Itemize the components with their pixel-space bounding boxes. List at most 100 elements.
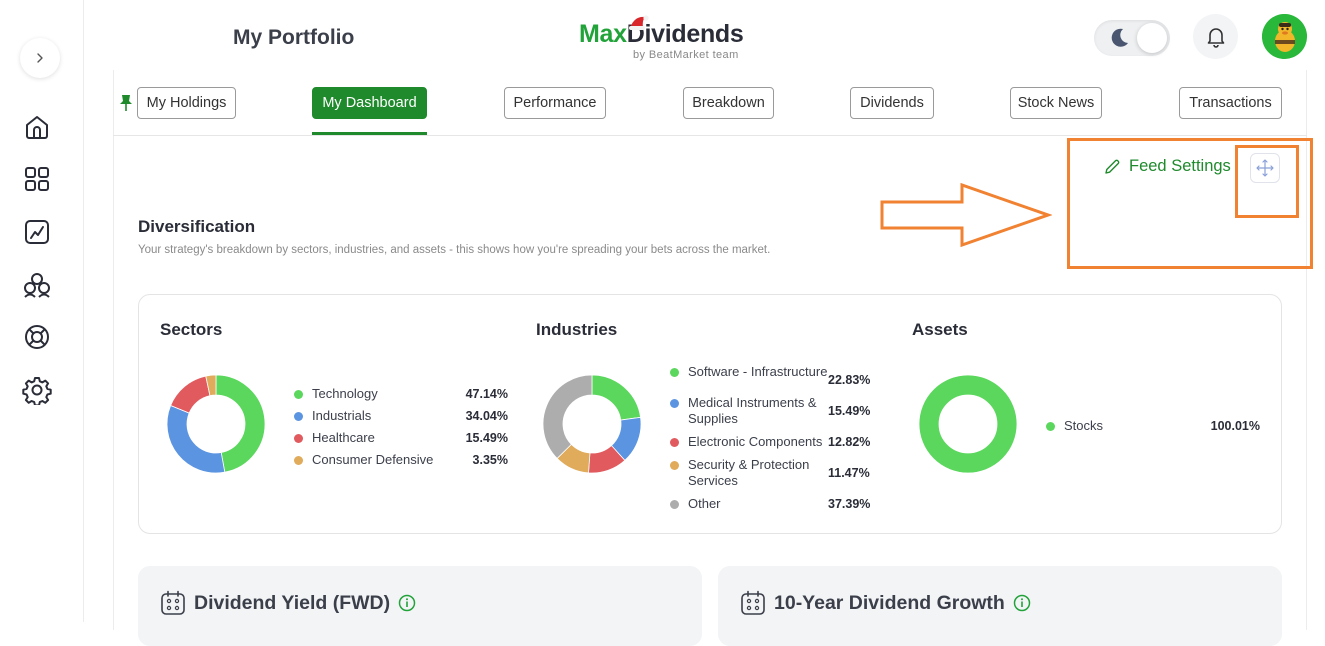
donut-slice-other[interactable] xyxy=(542,374,593,459)
sectors-legend: Technology 47.14% Industrials 34.04% Healthc… xyxy=(294,386,508,474)
donut-slice-industrials[interactable] xyxy=(166,404,226,474)
legend-percent: 47.14% xyxy=(465,387,508,401)
diversification-title: Diversification xyxy=(138,217,256,236)
legend-item: Industrials 34.04% xyxy=(294,408,508,424)
calendar-icon xyxy=(161,590,185,615)
sectors-title: Sectors xyxy=(160,320,223,339)
legend-percent: 15.49% xyxy=(828,404,871,418)
legend-swatch xyxy=(1046,422,1055,431)
legend-label: Technology xyxy=(312,386,378,401)
legend-item: Medical Instruments & Supplies 15.49% xyxy=(670,395,884,427)
legend-swatch xyxy=(670,368,679,377)
legend-label: Medical Instruments & Supplies xyxy=(688,395,817,426)
assets-legend: Stocks 100.01% xyxy=(1046,418,1260,440)
notifications-button[interactable] xyxy=(1193,14,1238,59)
legend-percent: 37.39% xyxy=(828,497,871,511)
pin-icon[interactable] xyxy=(119,94,133,112)
legend-item: Electronic Components 12.82% xyxy=(670,434,884,450)
maxdividends-logo[interactable]: MaxDividends by BeatMarket team xyxy=(579,15,759,64)
apps-grid-icon xyxy=(25,167,49,191)
legend-swatch xyxy=(294,434,303,443)
legend-label: Healthcare xyxy=(312,430,375,445)
tab-my-dashboard[interactable]: My Dashboard xyxy=(312,87,427,119)
bell-icon xyxy=(1207,27,1224,48)
sectors-donut-chart[interactable] xyxy=(161,369,271,479)
nav-settings[interactable] xyxy=(22,375,52,405)
tab-performance[interactable]: Performance xyxy=(504,87,606,119)
nav-community[interactable] xyxy=(22,270,52,300)
drag-move-button[interactable] xyxy=(1250,153,1280,183)
legend-percent: 15.49% xyxy=(465,431,508,445)
assets-title: Assets xyxy=(912,320,968,339)
active-tab-indicator xyxy=(312,132,427,135)
legend-percent: 3.35% xyxy=(472,453,508,467)
diversification-subtitle: Your strategy's breakdown by sectors, in… xyxy=(138,244,771,256)
legend-percent: 100.01% xyxy=(1210,419,1260,433)
nav-analytics[interactable] xyxy=(22,217,52,247)
legend-swatch xyxy=(670,461,679,470)
left-sidebar xyxy=(0,0,84,622)
legend-percent: 34.04% xyxy=(465,409,508,423)
tab-stock-news[interactable]: Stock News xyxy=(1010,87,1102,119)
info-icon[interactable] xyxy=(1013,594,1031,612)
feed-settings-label: Feed Settings xyxy=(1129,157,1231,175)
donut-slice-stocks[interactable] xyxy=(918,374,1018,474)
gear-icon xyxy=(22,377,52,405)
legend-swatch xyxy=(670,399,679,408)
sidebar-expand-button[interactable] xyxy=(20,38,60,78)
dividend-yield-card: Dividend Yield (FWD) xyxy=(138,566,702,646)
dividend-growth-title: 10-Year Dividend Growth xyxy=(774,591,1005,614)
legend-swatch xyxy=(294,412,303,421)
main-content: My Portfolio MaxDividends by BeatMarket … xyxy=(84,0,1325,646)
tab-transactions[interactable]: Transactions xyxy=(1179,87,1282,119)
legend-swatch xyxy=(670,438,679,447)
user-avatar-icon xyxy=(1262,14,1307,59)
highlight-box-outer xyxy=(1067,138,1313,269)
feed-settings-button[interactable]: Feed Settings xyxy=(1103,157,1231,176)
annotation-arrow-icon xyxy=(880,182,1052,248)
community-icon xyxy=(24,273,50,298)
moon-icon xyxy=(1111,28,1128,47)
legend-item: Consumer Defensive 3.35% xyxy=(294,452,508,468)
dividend-yield-title: Dividend Yield (FWD) xyxy=(194,591,391,614)
legend-item: Stocks 100.01% xyxy=(1046,418,1260,434)
legend-swatch xyxy=(670,500,679,509)
assets-donut-chart[interactable] xyxy=(913,369,1023,479)
toggle-knob xyxy=(1137,23,1167,53)
lifebuoy-icon xyxy=(25,325,49,349)
theme-toggle[interactable] xyxy=(1094,20,1170,56)
legend-item: Healthcare 15.49% xyxy=(294,430,508,446)
legend-item: Other 37.39% xyxy=(670,496,884,512)
tab-my-holdings[interactable]: My Holdings xyxy=(137,87,236,119)
legend-label: Other xyxy=(688,496,721,511)
legend-item: Software - Infrastructure 22.83% xyxy=(670,364,884,388)
calendar-icon xyxy=(741,590,765,615)
tab-dividends[interactable]: Dividends xyxy=(850,87,934,119)
page-title: My Portfolio xyxy=(233,26,355,49)
legend-label: Industrials xyxy=(312,408,372,423)
diversification-card: Sectors Technology 47.14% Industrials 34.04… xyxy=(138,294,1282,534)
logo-subtitle: by BeatMarket team xyxy=(633,49,739,61)
industries-donut-chart[interactable] xyxy=(537,369,647,479)
industries-title: Industries xyxy=(536,320,618,339)
avatar[interactable] xyxy=(1262,14,1307,59)
info-icon[interactable] xyxy=(398,594,416,612)
donut-slice-consumer-defensive[interactable] xyxy=(205,374,217,397)
nav-support[interactable] xyxy=(22,322,52,352)
tab-breakdown[interactable]: Breakdown xyxy=(683,87,774,119)
donut-slice-healthcare[interactable] xyxy=(170,375,211,414)
legend-label: Electronic Components xyxy=(688,434,823,449)
legend-percent: 12.82% xyxy=(828,435,871,449)
legend-swatch xyxy=(294,456,303,465)
portfolio-tabs: My Holdings My Dashboard Performance Bre… xyxy=(113,80,1307,136)
legend-percent: 11.47% xyxy=(828,466,870,480)
nav-dashboard[interactable] xyxy=(22,164,52,194)
dividend-growth-card: 10-Year Dividend Growth xyxy=(718,566,1282,646)
nav-home[interactable] xyxy=(22,112,52,142)
legend-item: Security & Protection Services 11.47% xyxy=(670,457,884,489)
chart-icon xyxy=(25,220,49,244)
donut-slice-software-infrastructure[interactable] xyxy=(591,374,641,421)
legend-percent: 22.83% xyxy=(828,373,871,387)
legend-item: Technology 47.14% xyxy=(294,386,508,402)
donut-slice-technology[interactable] xyxy=(215,374,266,473)
